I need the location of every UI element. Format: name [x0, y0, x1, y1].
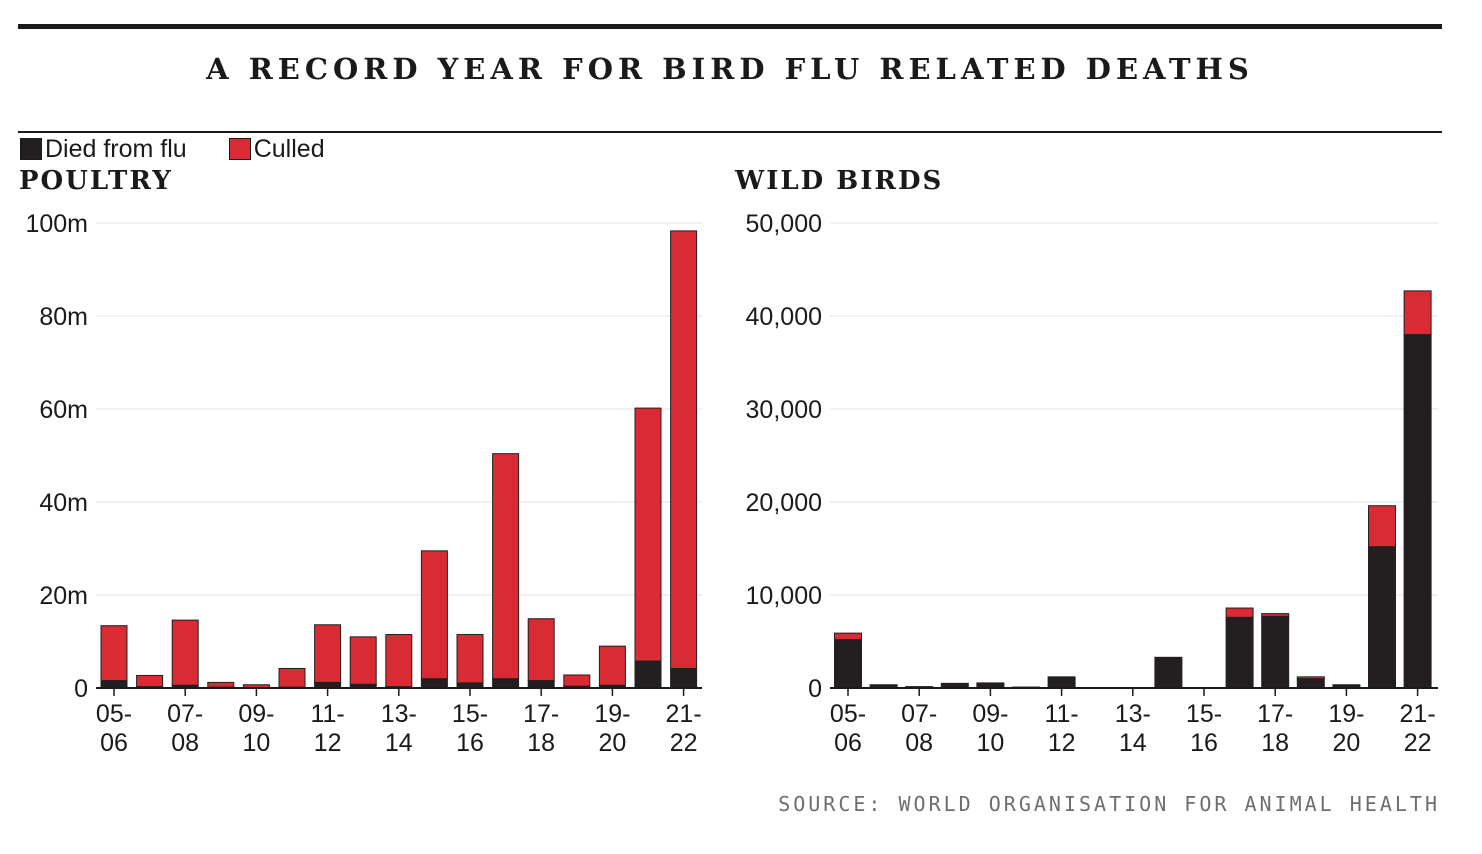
poultry-x-tick-label: 12	[314, 729, 342, 757]
poultry-bar-culled-11-12	[314, 624, 342, 683]
poultry-bar-culled-16-17	[492, 453, 520, 680]
poultry-chart: 0 20m 40m 60m 80m 100m 05-06 07-08 09-10 11-12 13-…	[25, 210, 702, 757]
poultry-bar-culled-12-13	[349, 636, 377, 685]
poultry-x-tick-label: 08	[171, 729, 199, 757]
wild-x-tick-label: 09-	[972, 700, 1008, 728]
poultry-bar-culled-18-19	[563, 674, 591, 687]
wild-bar-culled-21-22	[1403, 290, 1432, 336]
poultry-bar-died-17-18	[527, 680, 555, 689]
wild-x-tick-label: 13-	[1115, 700, 1151, 728]
source-note: SOURCE: WORLD ORGANISATION FOR ANIMAL HE…	[778, 792, 1440, 816]
wild-bar-culled-16-17	[1225, 607, 1254, 618]
wild-x-tick-label: 12	[1048, 729, 1076, 757]
poultry-x-tick-label: 11-	[310, 700, 344, 728]
poultry-y-tick-label: 100m	[25, 210, 88, 238]
wild-birds-panel-title: WILD BIRDS	[735, 166, 944, 196]
wild-x-tick-label: 19-	[1328, 700, 1364, 728]
poultry-x-tick-label: 18	[527, 729, 555, 757]
poultry-y-tick-label: 60m	[39, 396, 88, 424]
poultry-bar-died-05-06	[100, 680, 128, 689]
poultry-x-tick-label: 13-	[381, 700, 417, 728]
wild-y-tick-label: 30,000	[746, 396, 822, 424]
poultry-bar-died-16-17	[492, 678, 520, 689]
wild-x-tick-label: 21-	[1400, 700, 1436, 728]
wild-x-tick-label: 10	[976, 729, 1004, 757]
poultry-bar-culled-15-16	[456, 634, 484, 684]
wild-y-tick-label: 10,000	[746, 582, 822, 610]
wild-x-tick-label: 18	[1261, 729, 1289, 757]
wild-y-tick-label: 20,000	[746, 489, 822, 517]
poultry-bar-died-20-21	[634, 660, 662, 689]
legend: Died from flu Culled	[20, 135, 367, 163]
poultry-bar-culled-19-20	[598, 645, 626, 686]
poultry-x-tick-label: 20	[598, 729, 626, 757]
poultry-y-tick-label: 20m	[39, 582, 88, 610]
poultry-x-tick-label: 06	[100, 729, 128, 757]
poultry-bar-culled-07-08	[171, 619, 199, 686]
wild-bar-culled-05-06	[834, 632, 862, 641]
wild-bar-died-14-15	[1154, 656, 1183, 689]
poultry-bar-culled-05-06	[100, 625, 128, 682]
chart-title: A RECORD YEAR FOR BIRD FLU RELATED DEATH…	[206, 52, 1254, 86]
poultry-x-tick-label: 22	[670, 729, 698, 757]
poultry-x-tick-label: 05-	[96, 700, 132, 728]
poultry-x-tick-label: 09-	[238, 700, 274, 728]
wild-bar-died-21-22	[1403, 334, 1432, 689]
header-rule	[18, 131, 1442, 133]
wild-y-tick-label: 50,000	[746, 210, 822, 238]
poultry-bar-died-14-15	[420, 678, 448, 689]
wild-bar-culled-20-21	[1368, 505, 1396, 548]
wild-x-tick-label: 06	[834, 729, 862, 757]
poultry-y-tick-label: 40m	[39, 489, 88, 517]
wild-y-tick-label: 0	[808, 675, 822, 703]
wild-x-tick-label: 15-	[1186, 700, 1222, 728]
legend-label-culled: Culled	[253, 134, 325, 163]
wild-bar-died-05-06	[834, 639, 862, 689]
poultry-x-tick-label: 14	[385, 729, 413, 757]
wild-x-tick-label: 16	[1190, 729, 1218, 757]
legend-swatch-died	[20, 138, 42, 160]
wild-x-tick-label: 22	[1404, 729, 1432, 757]
poultry-bar-culled-17-18	[527, 618, 555, 682]
wild-x-tick-label: 07-	[901, 700, 937, 728]
poultry-x-tick-label: 19-	[594, 700, 630, 728]
wild-x-tick-label: 20	[1332, 729, 1360, 757]
wild-x-tick-label: 05-	[830, 700, 866, 728]
poultry-x-tick-label: 07-	[167, 700, 203, 728]
wild-birds-chart: 010,00020,00030,00040,00050,00005-0607-0…	[746, 210, 1438, 757]
wild-x-tick-label: 08	[905, 729, 933, 757]
poultry-bar-culled-14-15	[420, 550, 448, 680]
wild-y-tick-label: 40,000	[746, 303, 822, 331]
legend-label-died: Died from flu	[45, 134, 187, 163]
legend-item-died: Died from flu	[20, 135, 187, 164]
poultry-bar-culled-10-11	[278, 667, 306, 688]
wild-x-tick-label: 17-	[1257, 700, 1293, 728]
poultry-bar-died-21-22	[670, 667, 698, 689]
wild-bar-culled-18-19	[1296, 676, 1325, 680]
top-rule	[18, 24, 1442, 29]
poultry-x-tick-label: 15-	[452, 700, 488, 728]
poultry-x-tick-label: 10	[242, 729, 270, 757]
wild-bar-died-17-18	[1261, 615, 1290, 689]
poultry-bar-culled-21-22	[670, 230, 698, 669]
poultry-x-tick-label: 21-	[666, 700, 702, 728]
wild-bar-died-16-17	[1225, 616, 1254, 689]
poultry-bar-culled-13-14	[385, 634, 413, 688]
poultry-x-tick-label: 17-	[523, 700, 559, 728]
wild-bar-died-20-21	[1368, 546, 1396, 689]
wild-bar-culled-17-18	[1261, 613, 1290, 617]
poultry-bar-culled-06-07	[136, 674, 164, 688]
poultry-bar-culled-08-09	[207, 681, 235, 688]
wild-bar-died-18-19	[1296, 678, 1325, 689]
wild-x-tick-label: 11-	[1044, 700, 1078, 728]
poultry-bar-culled-20-21	[634, 407, 662, 662]
poultry-y-tick-label: 0	[74, 675, 88, 703]
wild-x-tick-label: 14	[1119, 729, 1147, 757]
legend-swatch-culled	[228, 138, 251, 160]
poultry-panel-title: POULTRY	[19, 166, 173, 196]
wild-bar-died-11-12	[1047, 676, 1076, 689]
poultry-y-tick-label: 80m	[39, 303, 88, 331]
poultry-x-tick-label: 16	[456, 729, 484, 757]
legend-item-culled: Culled	[228, 134, 325, 164]
